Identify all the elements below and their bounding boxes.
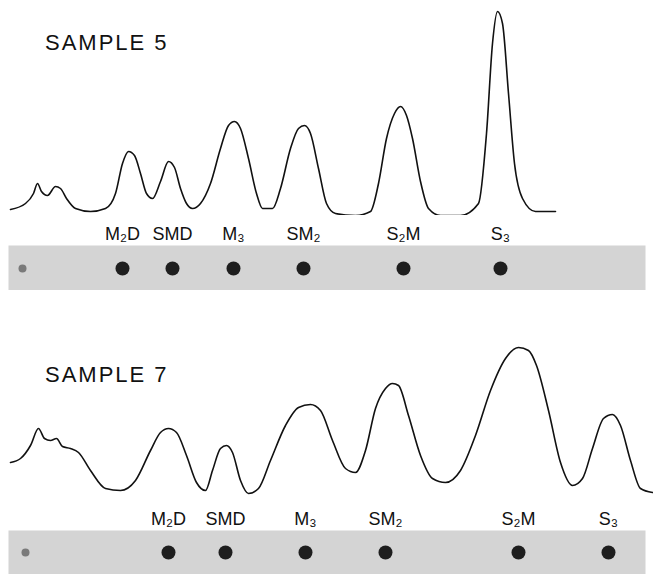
svg-text:S₃: S₃: [599, 509, 618, 529]
svg-text:M₃: M₃: [294, 509, 316, 529]
svg-text:SM₂: SM₂: [369, 509, 403, 529]
html-text:SAMPLE 5: SAMPLE 5: [45, 30, 169, 55]
svg-text:S₂M: S₂M: [502, 509, 536, 529]
svg-text:SM₂: SM₂: [287, 224, 321, 244]
svg-text:SMD: SMD: [153, 224, 193, 244]
svg-text:SMD: SMD: [206, 509, 246, 529]
svg-text:S₂M: S₂M: [387, 224, 421, 244]
svg-text:M₃: M₃: [222, 224, 244, 244]
html-text:SAMPLE 7: SAMPLE 7: [45, 362, 169, 387]
svg-text:S₃: S₃: [491, 224, 510, 244]
svg-text:M₂D: M₂D: [105, 224, 140, 244]
svg-text:M₂D: M₂D: [151, 509, 186, 529]
